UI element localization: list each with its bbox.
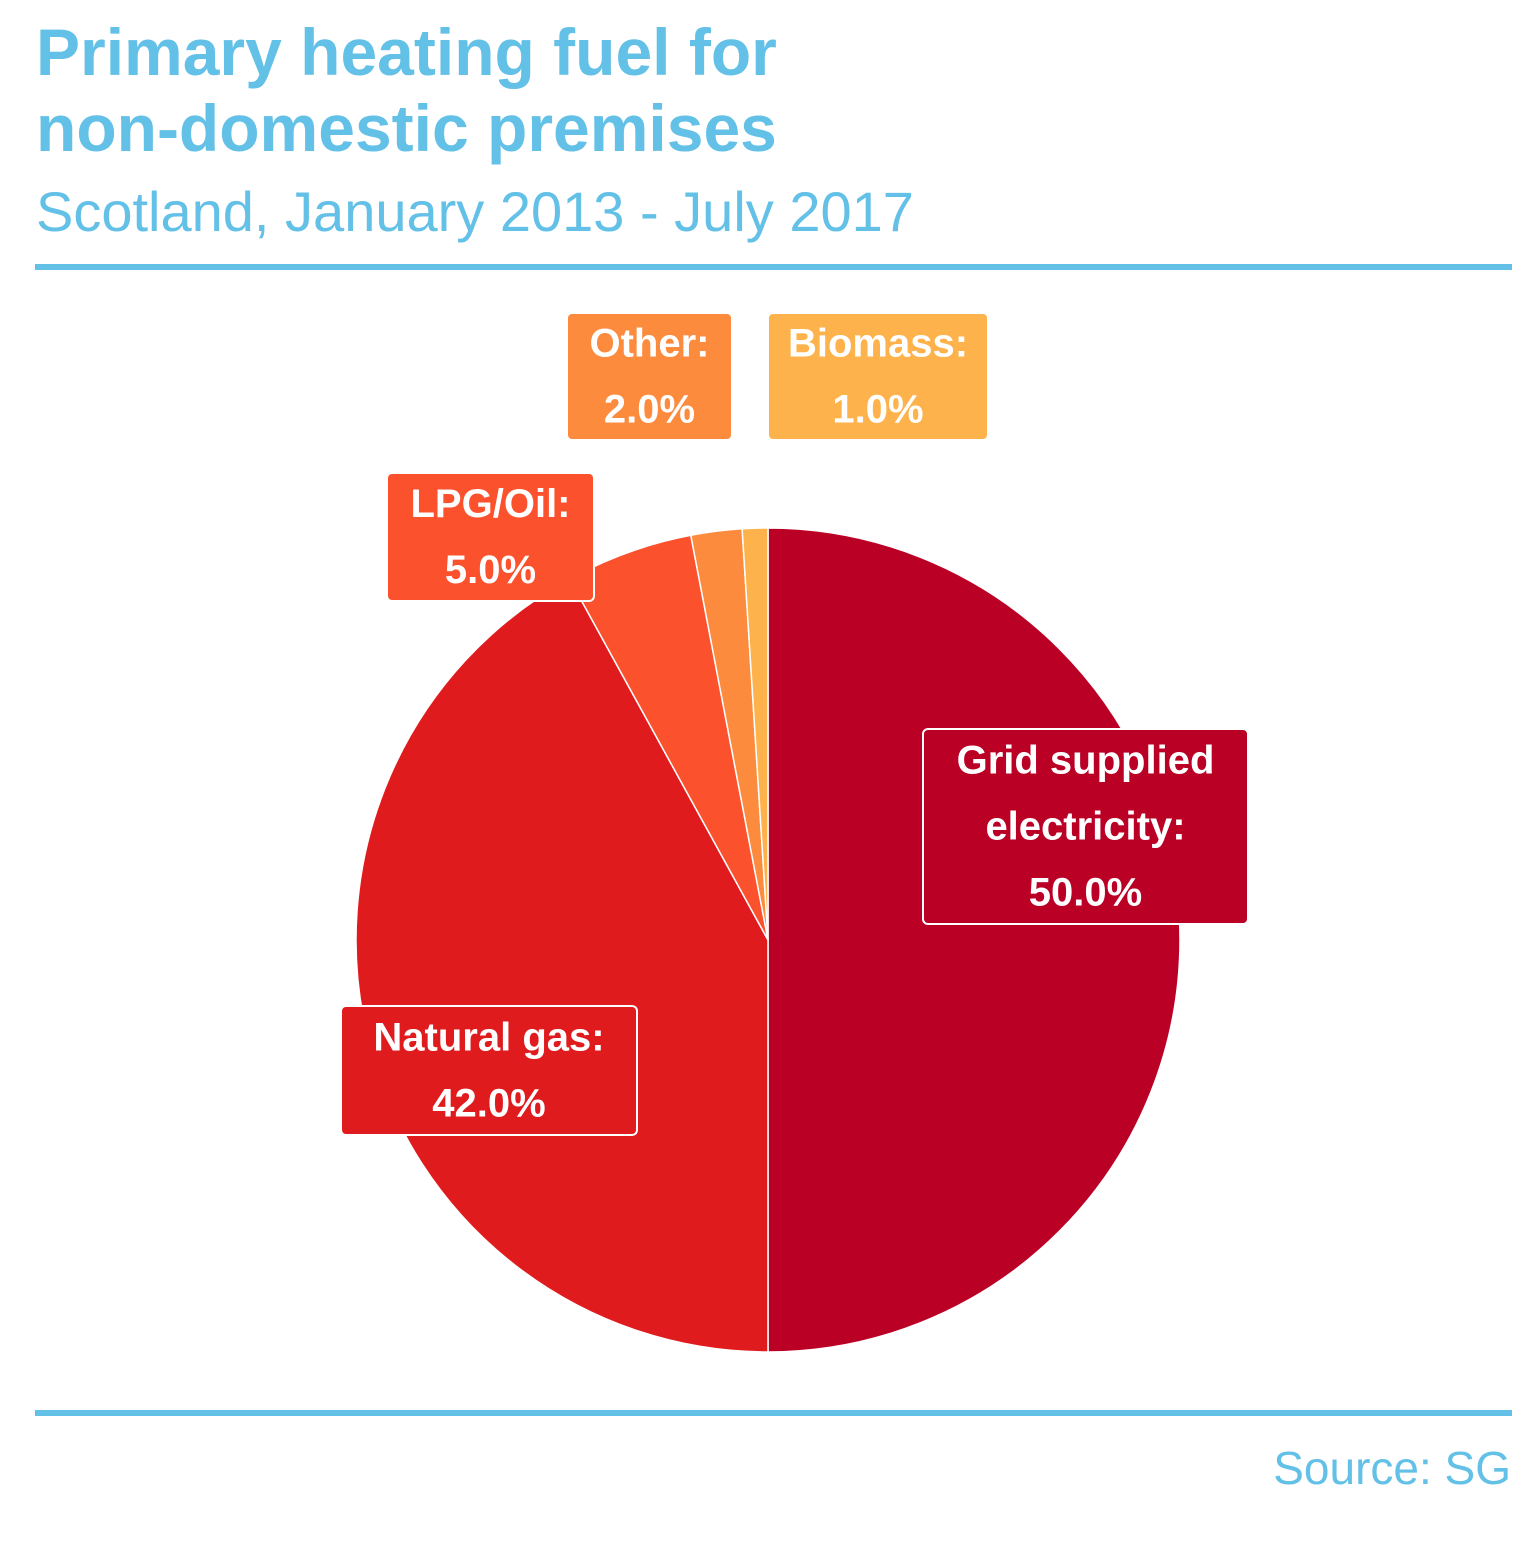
- slice-label-natural-gas: Natural gas: 42.0%: [340, 1005, 638, 1136]
- slice-value-label: 50.0%: [1029, 871, 1142, 915]
- slice-value-label: 1.0%: [832, 388, 923, 432]
- pie-slice-grid-supplied-electricity: [767, 527, 1181, 1353]
- slice-label-biomass: Biomass: 1.0%: [767, 312, 989, 441]
- slice-label-box: [386, 472, 595, 602]
- bottom-divider: [35, 1410, 1512, 1416]
- slice-name-label: Other:: [590, 322, 710, 366]
- source-note: Source: SG: [1273, 1442, 1511, 1494]
- slice-name-label: Biomass:: [788, 322, 968, 366]
- slice-value-label: 5.0%: [445, 548, 536, 592]
- chart-subtitle: Scotland, January 2013 - July 2017: [36, 180, 914, 243]
- slice-name-label: Grid supplied: [957, 739, 1215, 783]
- slice-label-other: Other: 2.0%: [566, 312, 733, 441]
- top-divider: [35, 264, 1512, 270]
- slice-name-label: electricity:: [985, 805, 1185, 849]
- chart-title: Primary heating fuel for non-domestic pr…: [36, 14, 1236, 166]
- slice-name-label: LPG/Oil:: [411, 482, 571, 526]
- slice-label-box: [767, 312, 989, 441]
- slice-value-label: 42.0%: [432, 1082, 545, 1126]
- pie-slice-biomass: [741, 527, 769, 941]
- slice-name-label: Natural gas:: [373, 1016, 604, 1060]
- slice-label-lpg-oil: LPG/Oil: 5.0%: [386, 472, 595, 602]
- slice-label-box: [922, 728, 1249, 925]
- slice-label-box: [340, 1005, 638, 1136]
- slice-label-grid-supplied-electricity: Grid supplied electricity: 50.0%: [922, 728, 1249, 925]
- slice-value-label: 2.0%: [604, 388, 695, 432]
- pie-slices: [355, 527, 1181, 1353]
- slice-label-box: [566, 312, 733, 441]
- chart-title-line-2: non-domestic premises: [36, 91, 777, 165]
- pie-labels: Grid supplied electricity: 50.0% Natural ga…: [340, 312, 1249, 1136]
- chart-title-line-1: Primary heating fuel for: [36, 15, 777, 89]
